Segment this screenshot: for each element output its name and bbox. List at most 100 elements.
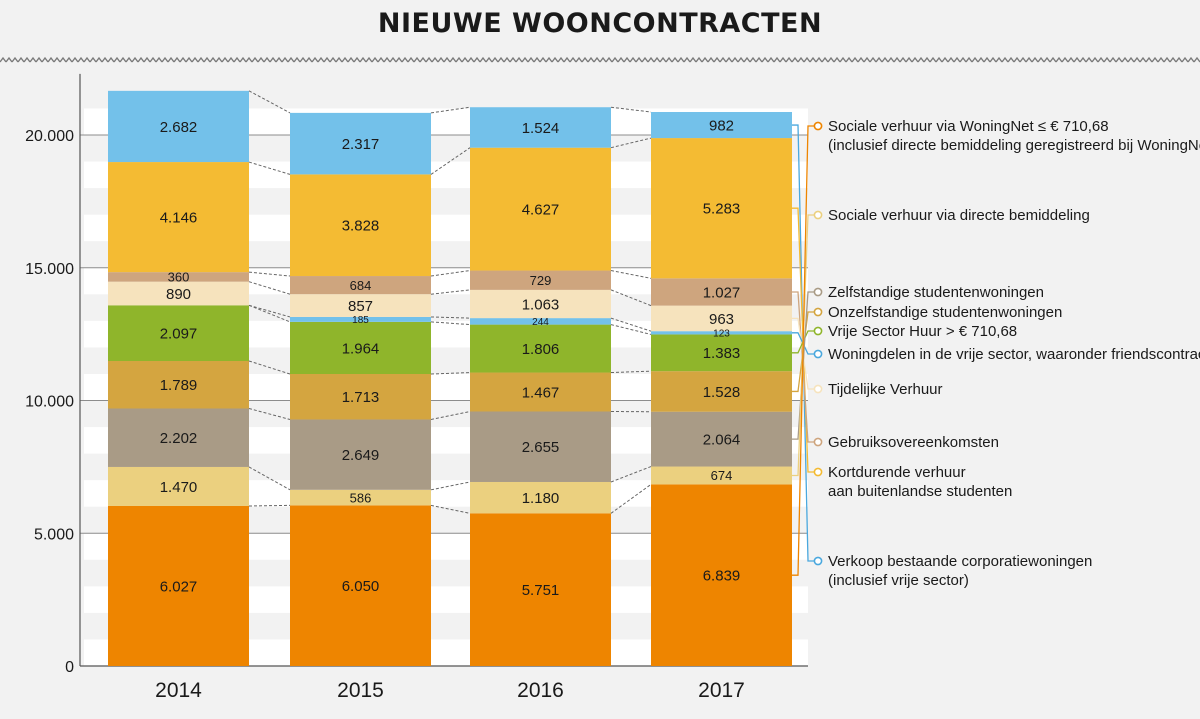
- title-divider: [0, 56, 1200, 64]
- legend-leader-line: [792, 125, 814, 576]
- legend-label: Sociale verhuur via WoningNet ≤ € 710,68: [828, 118, 1109, 135]
- y-tick-label: 10.000: [25, 394, 74, 411]
- bar-segment: [651, 138, 792, 279]
- y-tick-label: 5.000: [34, 526, 74, 543]
- legend-note: aan buitenlandse studenten: [828, 483, 1012, 500]
- data-label: 4.627: [522, 202, 560, 219]
- bar-segment: [290, 505, 431, 666]
- data-label: 6.050: [342, 578, 380, 595]
- bar-segment: [108, 281, 249, 306]
- legend-note: (inclusief vrije sector): [828, 572, 969, 589]
- data-label: 185: [352, 315, 369, 326]
- data-label: 2.064: [703, 432, 741, 449]
- data-label: 2.202: [160, 430, 198, 447]
- connector-line: [430, 270, 471, 277]
- connector-line: [248, 466, 291, 491]
- data-label: 2.682: [160, 119, 198, 136]
- data-label: 1.383: [703, 345, 741, 362]
- data-label: 1.180: [522, 490, 560, 507]
- bar-segment: [651, 331, 792, 335]
- connector-line: [610, 324, 652, 335]
- legend-marker: [813, 349, 823, 359]
- connector-line: [610, 289, 652, 307]
- bar-segment: [290, 316, 431, 322]
- x-tick-label: 2016: [517, 679, 564, 702]
- connector-line: [610, 370, 652, 374]
- data-label: 5.283: [703, 201, 741, 218]
- connector-line: [248, 304, 291, 323]
- bar-segment: [290, 374, 431, 420]
- data-label: 3.828: [342, 218, 380, 235]
- y-tick-label: 0: [65, 659, 74, 676]
- bar-segment: [651, 334, 792, 372]
- legend-label: Woningdelen in de vrije sector, waaronde…: [828, 346, 1200, 363]
- data-label: 890: [166, 286, 191, 303]
- legend-marker: [813, 307, 823, 317]
- legend-label: Gebruiksovereenkomsten: [828, 434, 999, 451]
- bar-segment: [651, 411, 792, 467]
- data-label: 1.063: [522, 296, 560, 313]
- legend-label: Zelfstandige studentenwoningen: [828, 284, 1044, 301]
- data-label: 1.713: [342, 389, 380, 406]
- bar-segment: [290, 419, 431, 490]
- legend-marker: [813, 210, 823, 220]
- data-label: 963: [709, 311, 734, 328]
- data-label: 857: [348, 298, 373, 315]
- data-label: 2.097: [160, 326, 198, 343]
- bar-segment: [290, 112, 431, 175]
- bar-segment: [108, 408, 249, 467]
- bar-segment: [470, 147, 611, 271]
- bar-segment: [108, 360, 249, 409]
- bar-segment: [470, 318, 611, 325]
- connector-line: [430, 289, 471, 295]
- data-label: 2.317: [342, 136, 380, 153]
- data-label: 982: [709, 117, 734, 134]
- bar-segment: [651, 278, 792, 306]
- connector-line: [430, 321, 471, 326]
- bar-segment: [470, 481, 611, 514]
- bar-segment: [651, 466, 792, 485]
- legend-note: (inclusief directe bemiddeling geregistr…: [828, 137, 1200, 154]
- legend-marker: [813, 556, 823, 566]
- bar-segment: [290, 294, 431, 317]
- bar-segment: [290, 321, 431, 375]
- bar-segment: [290, 489, 431, 506]
- bar-segment: [470, 107, 611, 148]
- bar-segment: [470, 372, 611, 412]
- bar-segment: [470, 411, 611, 482]
- bar-segment: [108, 272, 249, 282]
- bar-segment: [290, 174, 431, 277]
- legend-label: Sociale verhuur via directe bemiddeling: [828, 207, 1090, 224]
- legend-marker: [813, 121, 823, 131]
- connector-line: [430, 411, 471, 420]
- connector-line: [610, 137, 652, 149]
- connector-line: [430, 147, 471, 175]
- bar-segment: [651, 371, 792, 412]
- legend-label: Tijdelijke Verhuur: [828, 381, 943, 398]
- data-label: 1.470: [160, 479, 198, 496]
- bar-segment: [108, 90, 249, 163]
- data-label: 1.467: [522, 384, 560, 401]
- connector-line: [610, 317, 652, 332]
- data-label: 2.655: [522, 439, 560, 456]
- data-label: 5.751: [522, 582, 560, 599]
- x-tick-label: 2014: [155, 679, 202, 702]
- legend-marker: [813, 467, 823, 477]
- bar-segment: [108, 505, 249, 666]
- connector-line: [610, 484, 652, 514]
- legend-label: Kortdurende verhuur: [828, 464, 966, 481]
- connector-line: [248, 90, 291, 114]
- connector-line: [248, 281, 291, 295]
- connector-line: [248, 408, 291, 420]
- bar-segment: [470, 324, 611, 373]
- x-tick-label: 2015: [337, 679, 384, 702]
- connector-line: [248, 271, 291, 277]
- bar-segment: [290, 276, 431, 295]
- data-label: 244: [532, 317, 549, 328]
- y-tick-label: 20.000: [25, 128, 74, 145]
- bar-segment: [108, 162, 249, 273]
- data-label: 1.528: [703, 384, 741, 401]
- bar-segment: [108, 305, 249, 361]
- connector-line: [430, 106, 471, 114]
